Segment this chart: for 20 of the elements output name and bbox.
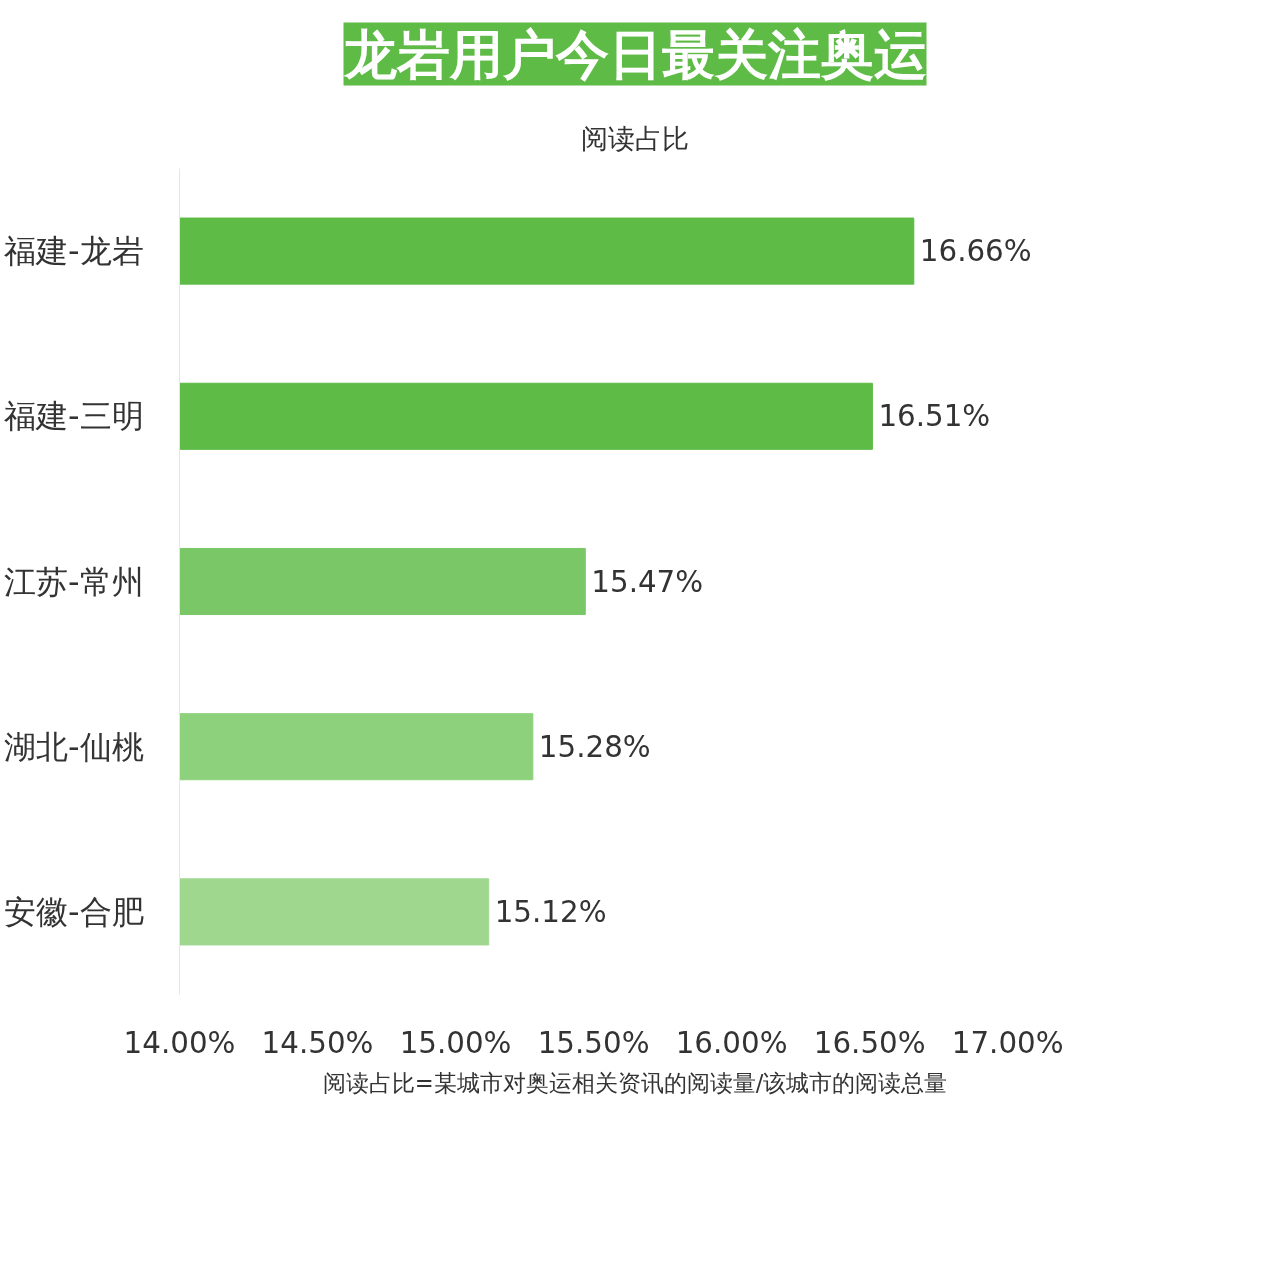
- data-label: 16.66%: [919, 234, 1032, 269]
- chart-title: 龙岩用户今日最关注奥运: [341, 22, 927, 86]
- data-label: 15.12%: [494, 894, 607, 929]
- y-tick-label: 湖北-仙桃: [3, 727, 144, 766]
- x-tick-label: 15.00%: [399, 1025, 512, 1060]
- y-tick-label: 福建-三明: [3, 397, 144, 436]
- data-label: 16.51%: [878, 399, 991, 434]
- data-label: 15.28%: [538, 729, 651, 764]
- chart-subtitle: 阅读占比: [581, 122, 689, 154]
- x-tick-label: 14.50%: [261, 1025, 374, 1060]
- x-tick-label: 17.00%: [951, 1025, 1064, 1060]
- data-label: 15.47%: [591, 564, 704, 599]
- y-tick-label: 江苏-常州: [3, 562, 144, 601]
- y-tick-label: 安徽-合肥: [3, 892, 144, 931]
- x-tick-label: 14.00%: [123, 1025, 236, 1060]
- x-tick-label: 15.50%: [537, 1025, 650, 1060]
- text: 阅读占比=某城市对奥运相关资讯的阅读量/该城市的阅读总量: [322, 1069, 948, 1096]
- y-tick-label: 福建-龙岩: [3, 232, 144, 271]
- x-tick-label: 16.00%: [675, 1025, 788, 1060]
- x-tick-label: 16.50%: [813, 1025, 926, 1060]
